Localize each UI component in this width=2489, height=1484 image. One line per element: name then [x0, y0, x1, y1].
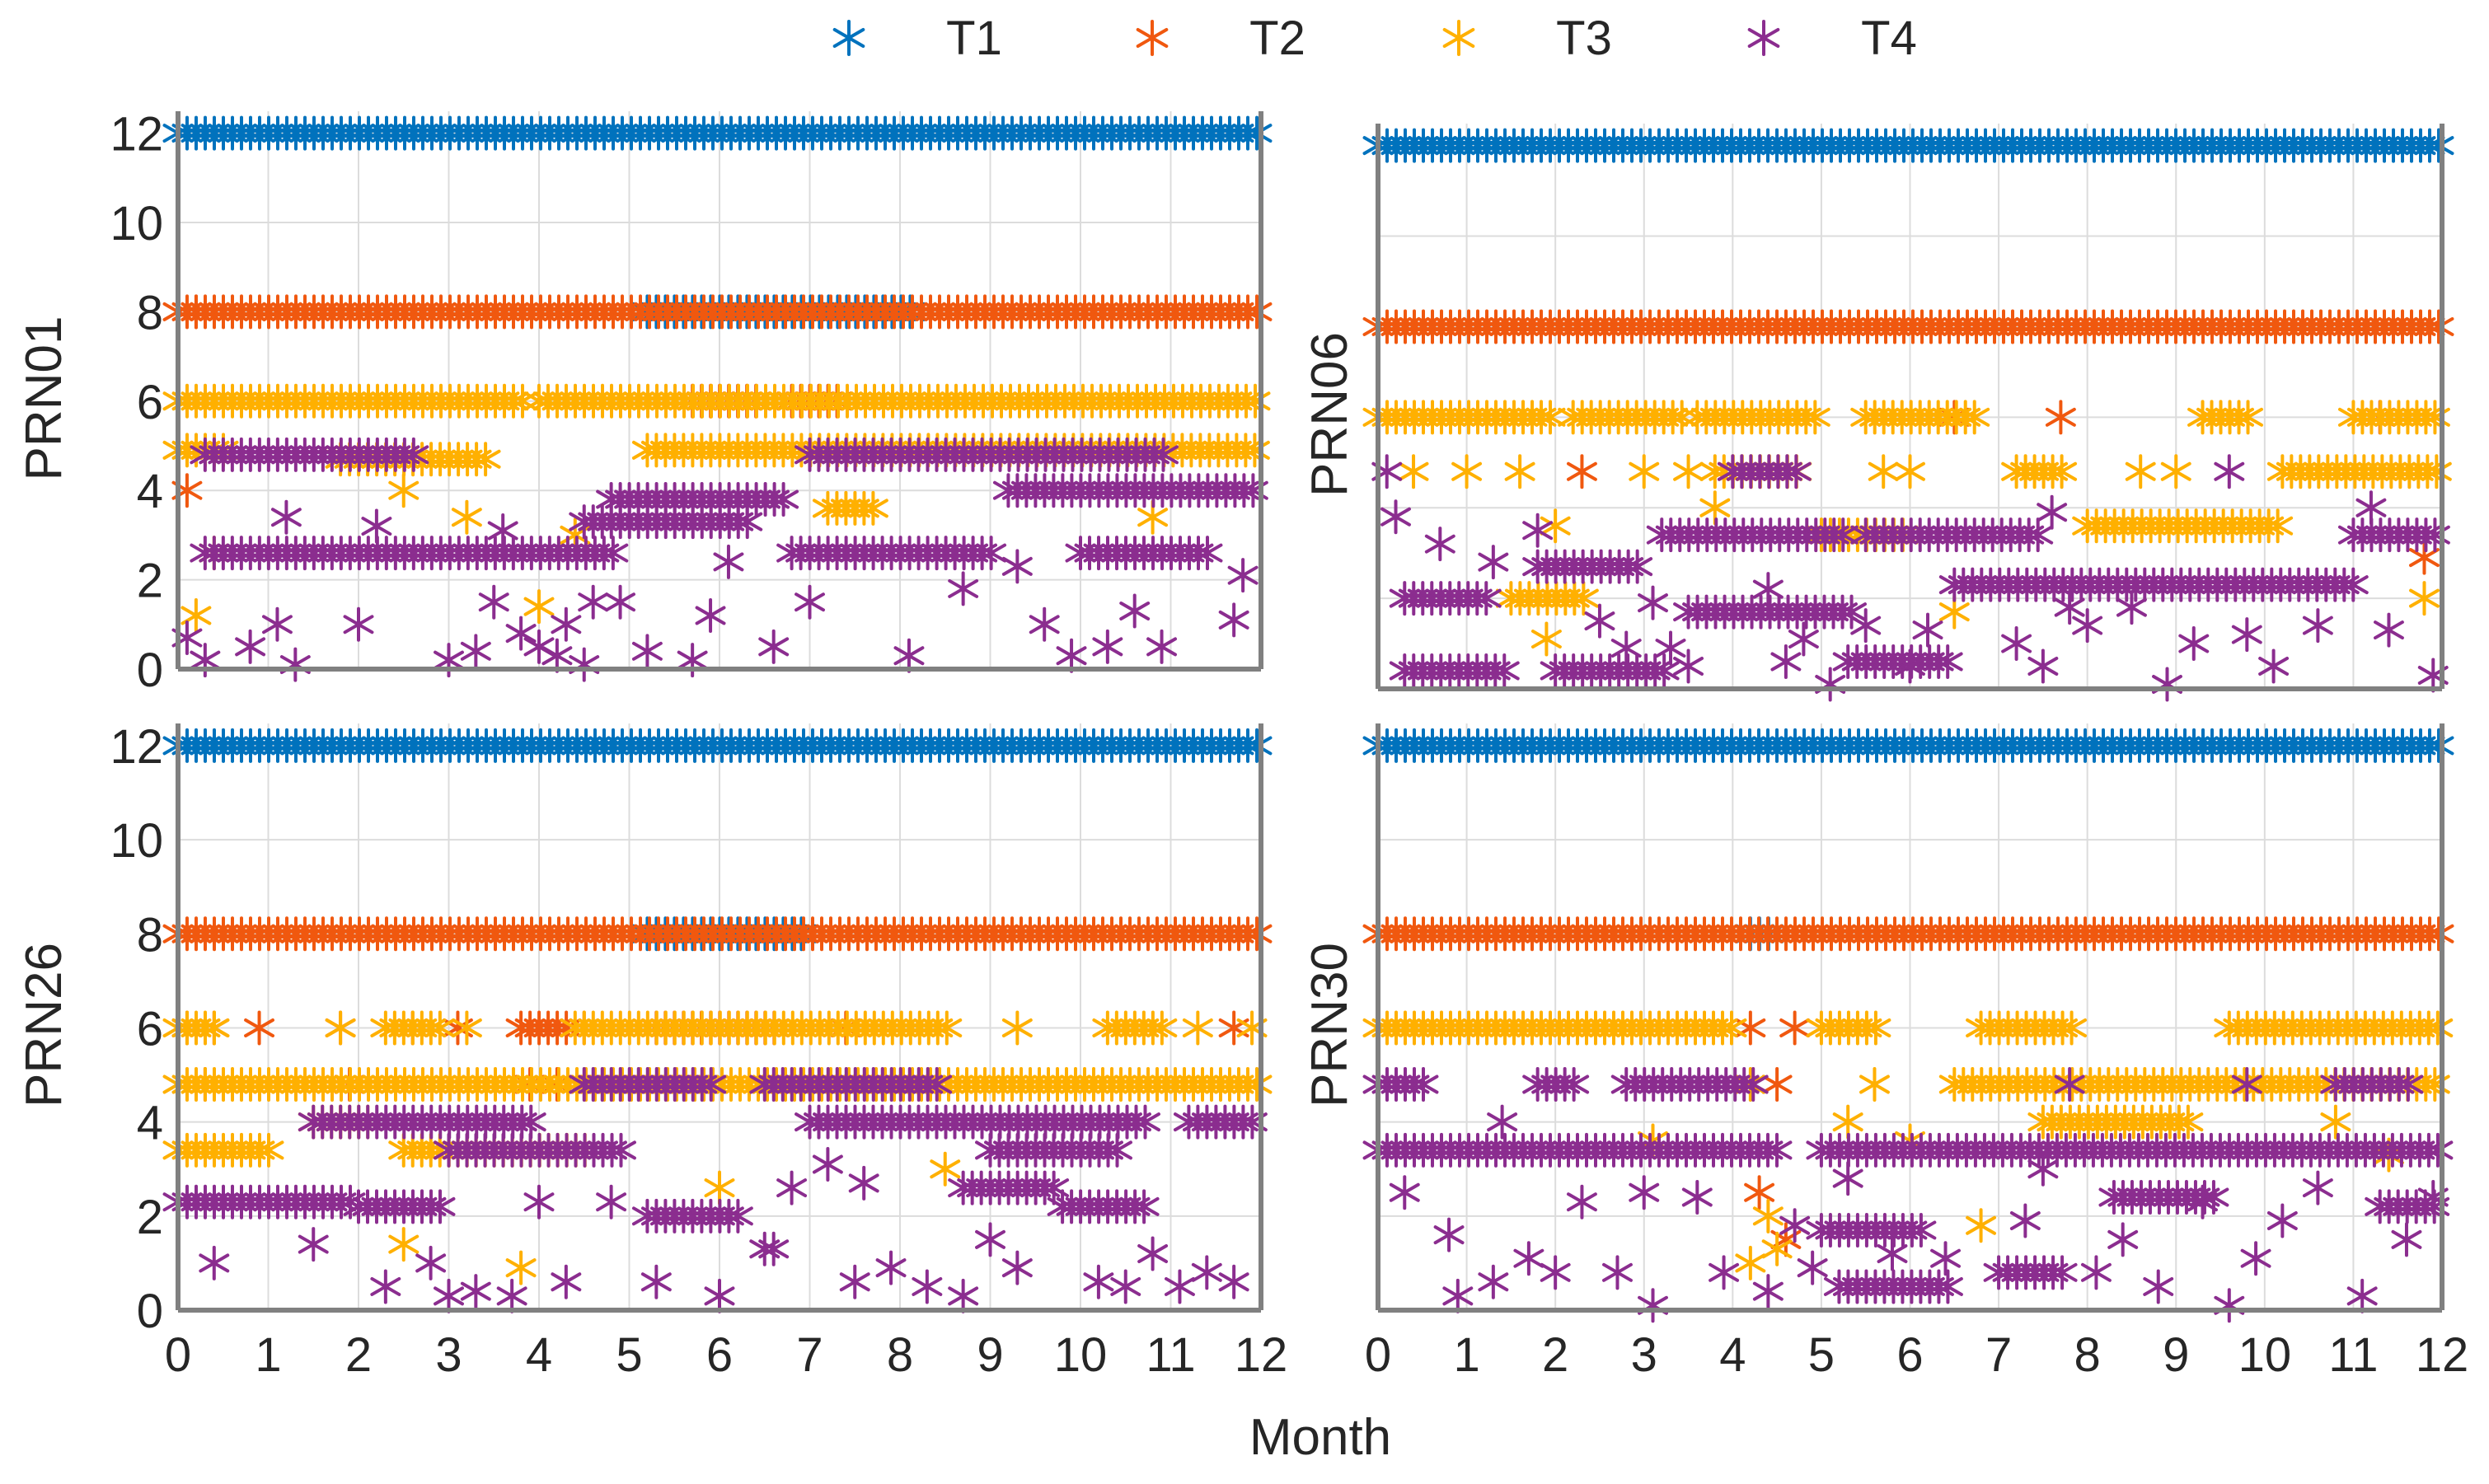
x-tick-label: 10 [1054, 1328, 1108, 1382]
y-tick-label: 10 [110, 814, 163, 868]
legend: T1 T2 T3 T4 [835, 12, 1917, 65]
legend-label-t2: T2 [1249, 12, 1305, 65]
y-tick-label: 12 [110, 108, 163, 162]
x-tick-label: 10 [2238, 1328, 2292, 1382]
segment-t3-5 [1807, 1012, 1889, 1043]
y-axis-label: PRN06 [1301, 332, 1358, 497]
legend-label-t1: T1 [946, 12, 1002, 65]
segment-t4-5 [1067, 537, 1221, 569]
legend-label-t3: T3 [1556, 12, 1612, 65]
legend-item-t3: T3 [1445, 12, 1612, 65]
legend-item-t2: T2 [1138, 12, 1305, 65]
x-tick-label: 3 [1631, 1328, 1657, 1382]
panel-prn06: PRN06 [1301, 124, 2452, 700]
segment-t4-7 [977, 1135, 1131, 1166]
x-tick-label: 8 [887, 1328, 913, 1382]
x-tick-label: 2 [1542, 1328, 1568, 1382]
legend-marker-t4 [1750, 21, 1779, 54]
y-tick-label: 0 [137, 1285, 163, 1338]
legend-marker-t3 [1445, 21, 1474, 54]
y-tick-label: 2 [137, 555, 163, 608]
x-tick-label: 0 [165, 1328, 191, 1382]
x-axis-label: Month [1249, 1409, 1391, 1466]
y-tick-label: 8 [137, 286, 163, 339]
segment-t4-9 [2322, 1069, 2421, 1100]
segment-t4-11 [570, 1069, 724, 1100]
x-tick-label: 12 [1235, 1328, 1288, 1382]
x-tick-label: 7 [796, 1328, 823, 1382]
x-tick-label: 8 [2074, 1328, 2101, 1382]
x-tick-label: 11 [2328, 1328, 2378, 1382]
x-tick-label: 9 [977, 1328, 1003, 1382]
segment-t4-0 [1648, 519, 1857, 550]
y-axis-label: PRN30 [1301, 943, 1358, 1107]
x-tick-label: 11 [1146, 1328, 1195, 1382]
x-tick-label: 5 [616, 1328, 642, 1382]
x-tick-label: 6 [1896, 1328, 1923, 1382]
x-tick-label: 3 [435, 1328, 462, 1382]
legend-marker-t1 [835, 21, 864, 54]
segment-t4-3 [1613, 1069, 1767, 1100]
y-tick-label: 10 [110, 197, 163, 250]
y-tick-label: 4 [137, 1097, 163, 1150]
y-tick-label: 6 [137, 1002, 163, 1056]
y-tick-label: 12 [110, 720, 163, 774]
x-tick-label: 4 [526, 1328, 552, 1382]
y-tick-label: 2 [137, 1191, 163, 1244]
x-tick-label: 0 [1365, 1328, 1391, 1382]
legend-item-t1: T1 [835, 12, 1002, 65]
y-tick-label: 0 [137, 644, 163, 697]
segment-t3-11 [1498, 583, 1597, 614]
legend-label-t4: T4 [1861, 12, 1917, 65]
x-tick-label: 4 [1719, 1328, 1746, 1382]
y-axis-label: PRN26 [16, 943, 73, 1107]
x-tick-label: 7 [1985, 1328, 2012, 1382]
x-tick-label: 2 [345, 1328, 372, 1382]
y-tick-label: 6 [137, 376, 163, 429]
legend-marker-t2 [1138, 21, 1167, 54]
x-tick-label: 12 [2416, 1328, 2469, 1382]
segment-t4-4 [1807, 1135, 2451, 1166]
y-tick-label: 8 [137, 908, 163, 962]
x-tick-label: 1 [255, 1328, 281, 1382]
x-tick-label: 6 [706, 1328, 733, 1382]
y-axis-label: PRN01 [16, 316, 73, 481]
panel-prn01: 0 2 4 6 8 10 12 PRN01 [16, 108, 1270, 697]
segment-t3-7 [372, 1012, 453, 1043]
x-tick-label: 9 [2163, 1328, 2189, 1382]
x-tick-label: 5 [1808, 1328, 1835, 1382]
legend-item-t4: T4 [1750, 12, 1917, 65]
x-tick-label: 1 [1453, 1328, 1479, 1382]
y-tick-label: 4 [137, 465, 163, 518]
segment-t3-2 [1094, 1012, 1175, 1043]
